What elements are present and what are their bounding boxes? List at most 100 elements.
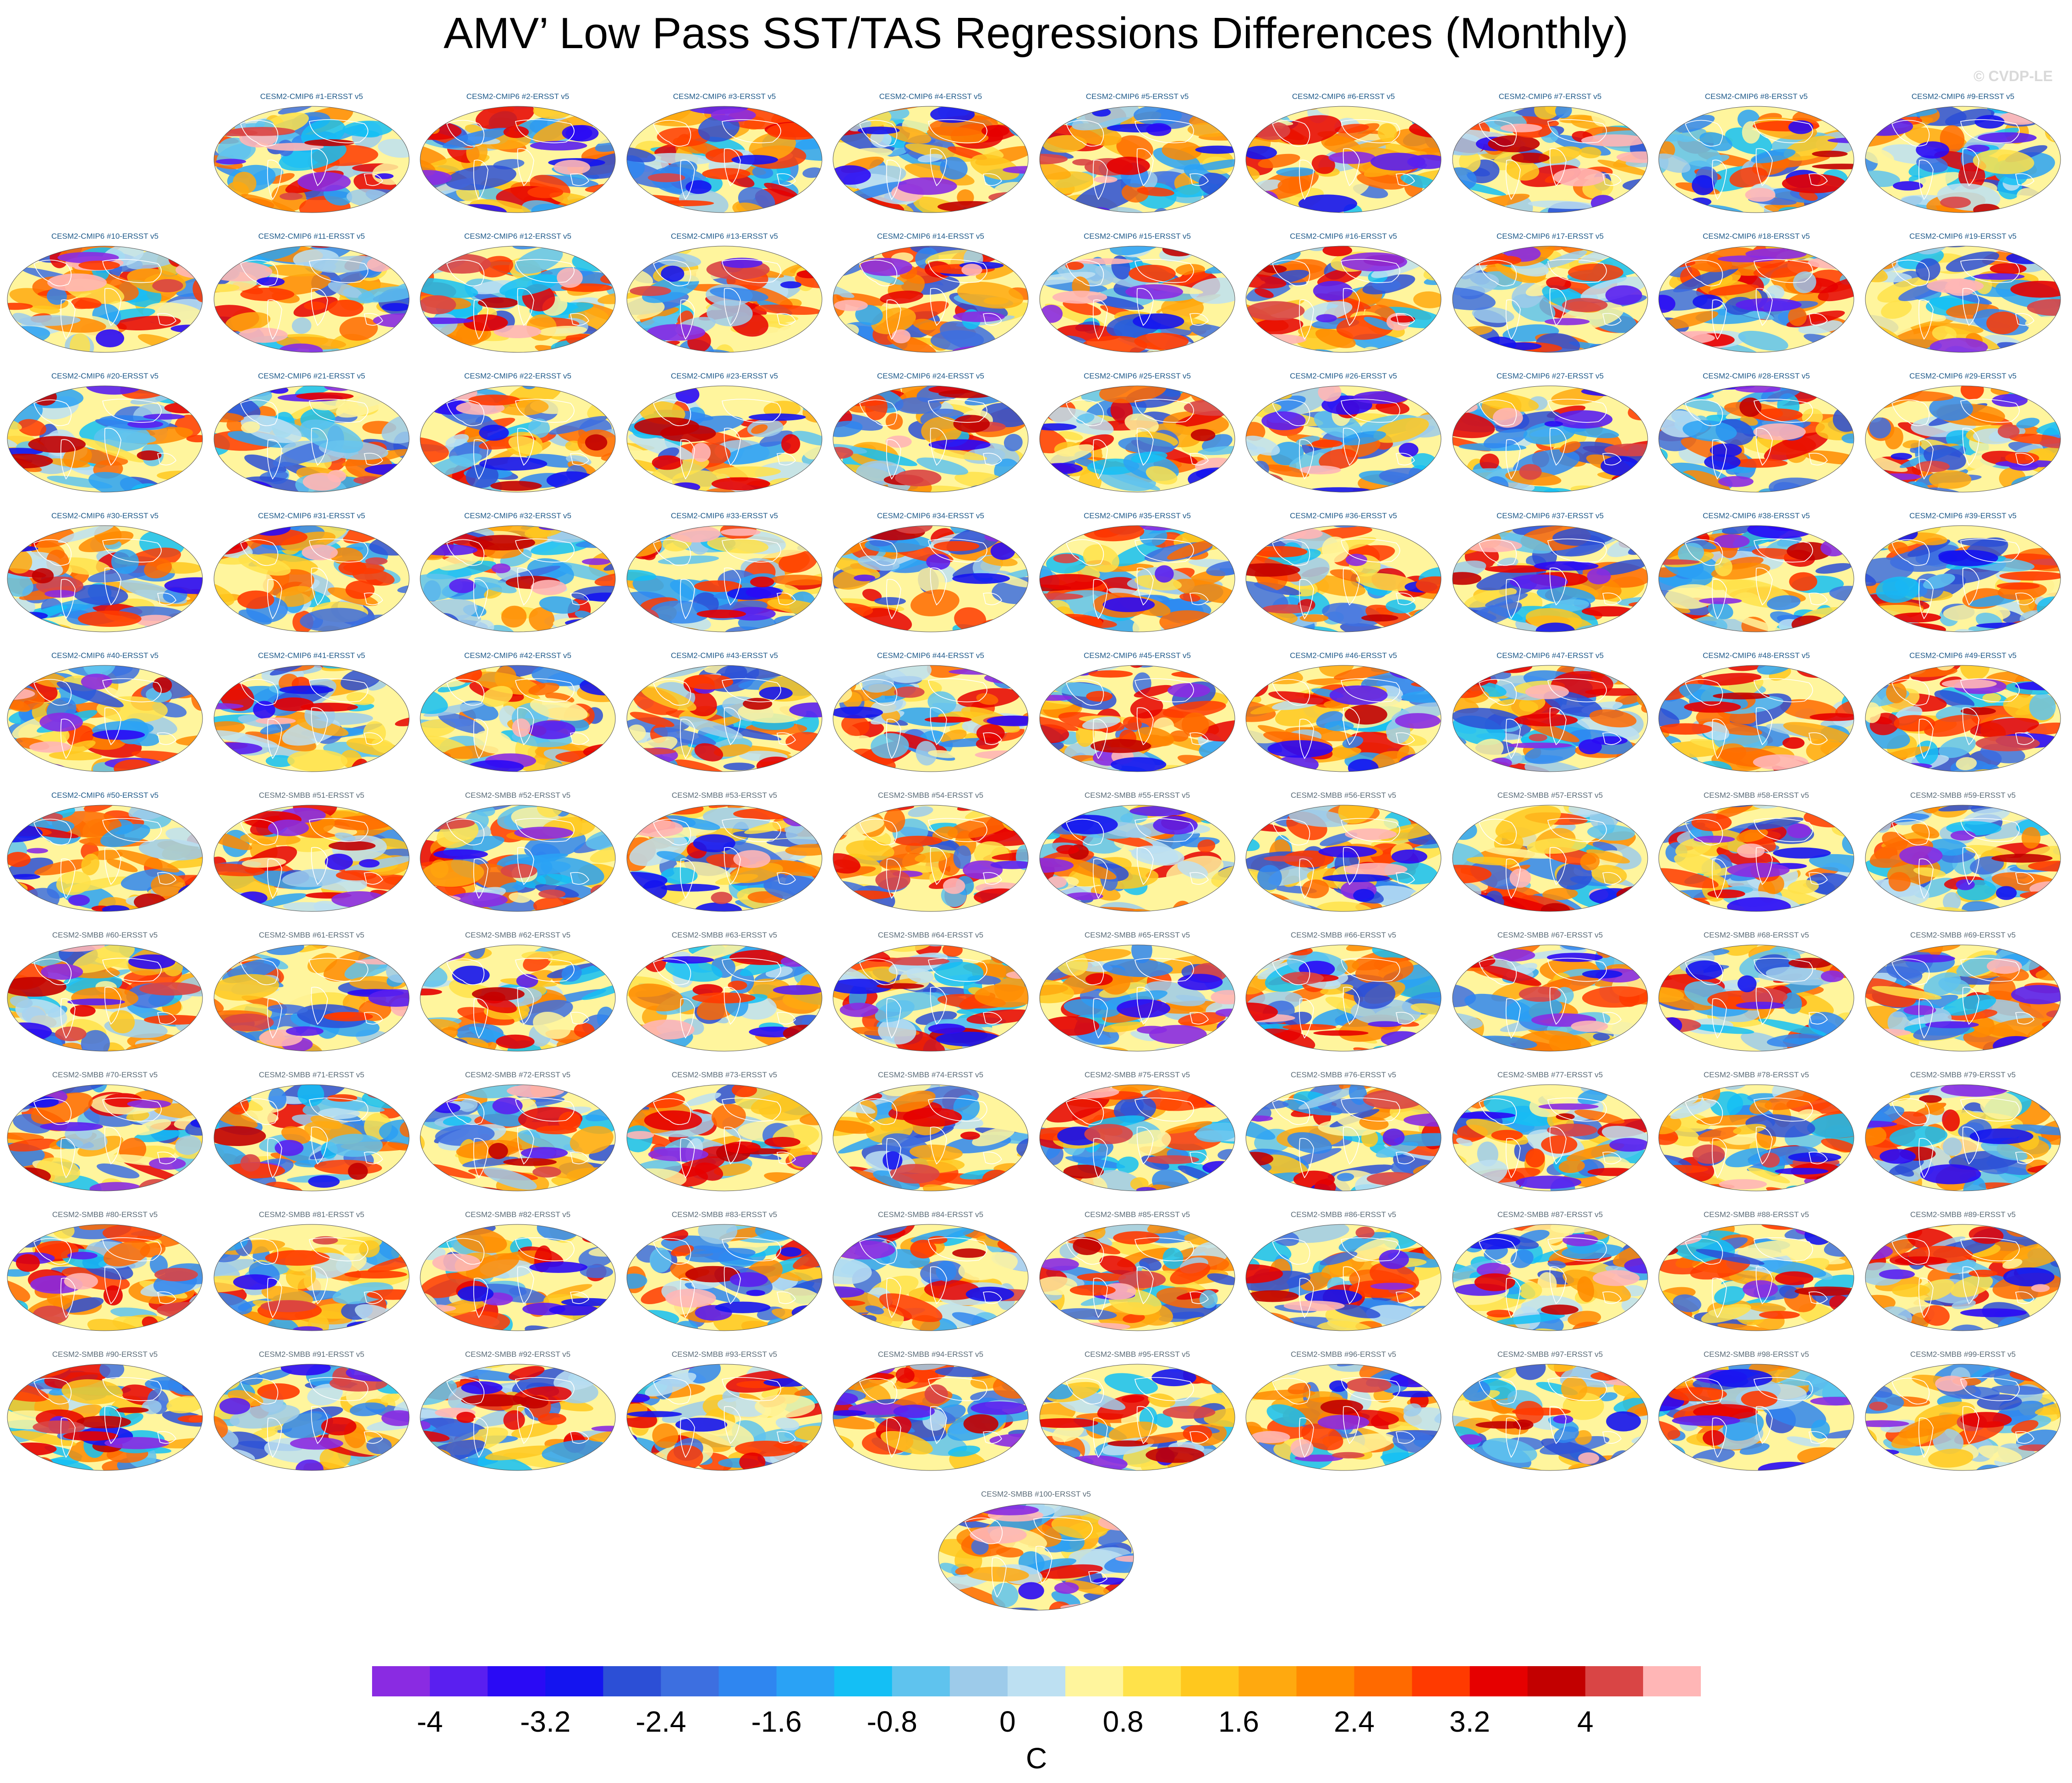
regression-map <box>214 665 410 772</box>
panel-label: CESM2-CMIP6 #43-ERSST v5 <box>671 651 778 660</box>
map-panel: CESM2-SMBB #54-ERSST v5 <box>828 790 1034 928</box>
colorbar-swatch <box>1181 1666 1239 1696</box>
map-panel: CESM2-CMIP6 #23-ERSST v5 <box>621 371 828 509</box>
map-panel: CESM2-SMBB #73-ERSST v5 <box>621 1070 828 1207</box>
map-panel: CESM2-CMIP6 #35-ERSST v5 <box>1034 511 1240 648</box>
colorbar-swatch <box>372 1666 430 1696</box>
panel-label: CESM2-SMBB #80-ERSST v5 <box>52 1210 158 1219</box>
panel-label: CESM2-CMIP6 #21-ERSST v5 <box>258 372 365 380</box>
panel-label: CESM2-CMIP6 #14-ERSST v5 <box>877 232 984 241</box>
colorbar-swatch <box>1296 1666 1354 1696</box>
colorbar-tick-label: -2.4 <box>636 1705 686 1738</box>
regression-map <box>214 1364 410 1471</box>
panel-label: CESM2-SMBB #83-ERSST v5 <box>671 1210 778 1219</box>
map-panel: CESM2-CMIP6 #11-ERSST v5 <box>208 231 415 369</box>
colorbar-swatch <box>949 1666 1008 1696</box>
colorbar-tick-label: -3.2 <box>520 1705 571 1738</box>
regression-map <box>1452 805 1648 912</box>
colorbar-tick-label: 2.4 <box>1333 1705 1375 1738</box>
panel-label: CESM2-CMIP6 #19-ERSST v5 <box>1909 232 2017 241</box>
regression-map <box>1039 106 1235 213</box>
map-panel: CESM2-SMBB #55-ERSST v5 <box>1034 790 1240 928</box>
map-panel: CESM2-CMIP6 #24-ERSST v5 <box>828 371 1034 509</box>
map-panel: CESM2-SMBB #71-ERSST v5 <box>208 1070 415 1207</box>
regression-map <box>626 1084 822 1191</box>
panel-label: CESM2-CMIP6 #15-ERSST v5 <box>1084 232 1191 241</box>
colorbar-swatch <box>1412 1666 1470 1696</box>
panel-label: CESM2-SMBB #72-ERSST v5 <box>465 1070 571 1079</box>
map-panel: CESM2-CMIP6 #29-ERSST v5 <box>1860 371 2066 509</box>
regression-map <box>626 246 822 353</box>
panel-label: CESM2-SMBB #100-ERSST v5 <box>981 1490 1091 1498</box>
colorbar-swatch <box>892 1666 950 1696</box>
panel-label: CESM2-CMIP6 #12-ERSST v5 <box>464 232 571 241</box>
panel-label: CESM2-CMIP6 #29-ERSST v5 <box>1909 372 2017 380</box>
regression-map <box>833 665 1029 772</box>
regression-map <box>1452 944 1648 1052</box>
map-panel: CESM2-SMBB #57-ERSST v5 <box>1447 790 1653 928</box>
regression-map <box>1452 525 1648 632</box>
map-panel: CESM2-SMBB #60-ERSST v5 <box>2 930 208 1068</box>
map-panel: CESM2-CMIP6 #32-ERSST v5 <box>415 511 621 648</box>
map-panel: CESM2-SMBB #64-ERSST v5 <box>828 930 1034 1068</box>
panel-label: CESM2-SMBB #65-ERSST v5 <box>1084 931 1190 939</box>
colorbar-swatch <box>834 1666 893 1696</box>
regression-map <box>214 805 410 912</box>
panel-label: CESM2-CMIP6 #26-ERSST v5 <box>1290 372 1397 380</box>
colorbar-tick-label: 1.6 <box>1218 1705 1259 1738</box>
map-panel: CESM2-SMBB #52-ERSST v5 <box>415 790 621 928</box>
map-panel: CESM2-CMIP6 #43-ERSST v5 <box>621 651 828 788</box>
panel-label: CESM2-CMIP6 #9-ERSST v5 <box>1911 92 2015 101</box>
colorbar-swatch <box>1123 1666 1181 1696</box>
map-panel: CESM2-CMIP6 #47-ERSST v5 <box>1447 651 1653 788</box>
regression-map <box>938 1503 1134 1611</box>
panel-label: CESM2-CMIP6 #50-ERSST v5 <box>51 791 159 800</box>
colorbar-tick-label: -4 <box>417 1705 443 1738</box>
panel-label: CESM2-CMIP6 #6-ERSST v5 <box>1292 92 1395 101</box>
panel-label: CESM2-CMIP6 #20-ERSST v5 <box>51 372 159 380</box>
panel-label: CESM2-CMIP6 #3-ERSST v5 <box>673 92 776 101</box>
regression-map <box>1039 805 1235 912</box>
map-panel: CESM2-CMIP6 #48-ERSST v5 <box>1653 651 1859 788</box>
panel-label: CESM2-SMBB #82-ERSST v5 <box>465 1210 571 1219</box>
map-panel: CESM2-CMIP6 #6-ERSST v5 <box>1240 92 1447 229</box>
map-panel: CESM2-SMBB #58-ERSST v5 <box>1653 790 1859 928</box>
map-panel: CESM2-CMIP6 #5-ERSST v5 <box>1034 92 1240 229</box>
map-panel: CESM2-CMIP6 #37-ERSST v5 <box>1447 511 1653 648</box>
panel-label: CESM2-SMBB #63-ERSST v5 <box>671 931 778 939</box>
colorbar-tick-label: 3.2 <box>1449 1705 1491 1738</box>
regression-map <box>1658 385 1854 493</box>
map-panel: CESM2-CMIP6 #17-ERSST v5 <box>1447 231 1653 369</box>
panel-label: CESM2-CMIP6 #33-ERSST v5 <box>671 511 778 520</box>
map-panel: CESM2-CMIP6 #40-ERSST v5 <box>2 651 208 788</box>
panel-label: CESM2-CMIP6 #23-ERSST v5 <box>671 372 778 380</box>
map-panel: CESM2-SMBB #99-ERSST v5 <box>1860 1350 2066 1487</box>
regression-map <box>7 525 203 632</box>
colorbar-tick-label: 0.8 <box>1102 1705 1144 1738</box>
regression-map <box>214 106 410 213</box>
map-panel: CESM2-SMBB #92-ERSST v5 <box>415 1350 621 1487</box>
regression-map <box>420 1084 616 1191</box>
panel-label: CESM2-SMBB #67-ERSST v5 <box>1497 931 1603 939</box>
regression-map <box>1658 1084 1854 1191</box>
map-panel: CESM2-CMIP6 #12-ERSST v5 <box>415 231 621 369</box>
panel-label: CESM2-SMBB #75-ERSST v5 <box>1084 1070 1190 1079</box>
panel-label: CESM2-CMIP6 #37-ERSST v5 <box>1496 511 1604 520</box>
colorbar-swatch <box>661 1666 719 1696</box>
panel-label: CESM2-CMIP6 #39-ERSST v5 <box>1909 511 2017 520</box>
regression-map <box>1039 665 1235 772</box>
regression-map <box>1245 1084 1442 1191</box>
colorbar-swatch <box>1643 1666 1701 1696</box>
regression-map <box>1039 1084 1235 1191</box>
panel-label: CESM2-CMIP6 #10-ERSST v5 <box>51 232 159 241</box>
panel-label: CESM2-CMIP6 #7-ERSST v5 <box>1498 92 1602 101</box>
panel-label: CESM2-SMBB #60-ERSST v5 <box>52 931 158 939</box>
regression-map <box>1452 246 1648 353</box>
regression-map <box>214 246 410 353</box>
regression-map <box>1865 1364 2061 1471</box>
map-panel: CESM2-CMIP6 #50-ERSST v5 <box>2 790 208 928</box>
regression-map <box>833 1364 1029 1471</box>
map-panel: CESM2-CMIP6 #46-ERSST v5 <box>1240 651 1447 788</box>
regression-map <box>626 1224 822 1331</box>
regression-map <box>1245 1224 1442 1331</box>
